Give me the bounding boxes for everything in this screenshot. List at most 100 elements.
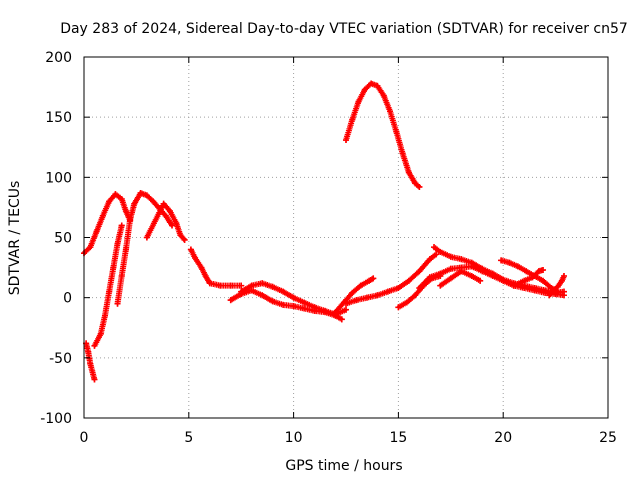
data-point [437, 282, 444, 289]
data-point [322, 309, 329, 316]
data-point [338, 316, 345, 323]
data-point [101, 312, 108, 319]
data-point [468, 273, 475, 280]
data-point [143, 234, 150, 241]
data-point [542, 287, 549, 294]
series-arc-15 [437, 268, 484, 289]
data-point [554, 283, 561, 290]
data-point [560, 273, 567, 280]
data-point [380, 92, 387, 99]
data-point [540, 266, 547, 273]
y-tick-label: 150 [45, 110, 72, 126]
data-point [458, 268, 465, 275]
data-point [433, 251, 440, 258]
data-point [529, 274, 536, 281]
y-tick-label: 100 [45, 170, 72, 186]
data-point [91, 342, 98, 349]
data-point [227, 282, 234, 289]
data-point [99, 212, 106, 219]
data-point [280, 288, 287, 295]
data-point [332, 309, 339, 316]
data-point [368, 80, 375, 87]
data-point [280, 301, 287, 308]
data-point [110, 264, 117, 271]
chart-title: Day 283 of 2024, Sidereal Day-to-day VTE… [60, 21, 628, 37]
data-point [343, 137, 349, 144]
series-arc-3 [91, 222, 125, 349]
data-point [238, 291, 245, 298]
data-point [269, 298, 276, 305]
data-point [395, 285, 402, 292]
data-point [366, 277, 373, 284]
data-point [97, 330, 104, 337]
data-point [127, 216, 134, 223]
series-arc-2 [83, 340, 98, 383]
data-point [143, 192, 150, 199]
data-point [311, 307, 318, 314]
data-point [370, 275, 377, 282]
data-point [514, 263, 521, 270]
data-point [535, 268, 542, 275]
data-point [426, 256, 433, 263]
data-point [349, 116, 356, 123]
data-point [399, 150, 406, 157]
data-point [479, 265, 486, 272]
data-point [198, 264, 205, 271]
series-arc-12 [395, 273, 444, 311]
marker-trail [343, 80, 423, 190]
data-point [118, 195, 125, 202]
data-point [93, 228, 100, 235]
data-point [500, 276, 507, 283]
data-point [412, 292, 419, 299]
plot-frame [83, 56, 609, 419]
data-point [290, 294, 297, 301]
data-point [349, 289, 356, 296]
data-point [403, 299, 410, 306]
data-point [118, 222, 125, 229]
data-point [546, 292, 553, 299]
data-point [357, 282, 364, 289]
data-point [192, 254, 199, 261]
data-point [106, 288, 113, 295]
data-point [431, 244, 438, 251]
data-point [106, 198, 113, 205]
y-tick-label: -50 [49, 351, 72, 367]
y-axis-ticks: -100 -50 0 50 100 150 200 [40, 50, 608, 427]
data-point [384, 288, 391, 295]
marker-trail [343, 251, 440, 307]
data-point [131, 200, 138, 207]
data-point [259, 280, 266, 287]
data-point [355, 98, 362, 105]
y-tick-label: 0 [63, 291, 72, 307]
data-point [187, 246, 194, 253]
data-point [416, 285, 423, 292]
data-point [395, 304, 402, 311]
data-point [426, 274, 433, 281]
data-point [374, 82, 381, 89]
data-point [477, 277, 484, 284]
x-tick-label: 0 [80, 430, 89, 446]
x-axis-label: GPS time / hours [285, 458, 402, 474]
data-point [162, 212, 169, 219]
data-point [169, 222, 176, 229]
data-point [405, 169, 412, 176]
data-point [393, 128, 400, 135]
data-point [166, 208, 173, 215]
data-points [81, 80, 567, 383]
data-point [353, 297, 360, 304]
data-point [87, 360, 94, 367]
data-point [447, 253, 454, 260]
data-point [416, 183, 423, 190]
data-point [412, 180, 419, 187]
data-point [118, 273, 125, 280]
series-arc-10 [343, 251, 440, 307]
data-point [387, 108, 394, 115]
x-tick-label: 10 [285, 430, 303, 446]
data-point [447, 275, 454, 282]
data-point [437, 270, 444, 277]
series-arc-5 [143, 200, 188, 243]
data-point [85, 348, 92, 355]
data-point [290, 303, 297, 310]
data-point [137, 189, 144, 196]
x-tick-label: 15 [389, 430, 407, 446]
